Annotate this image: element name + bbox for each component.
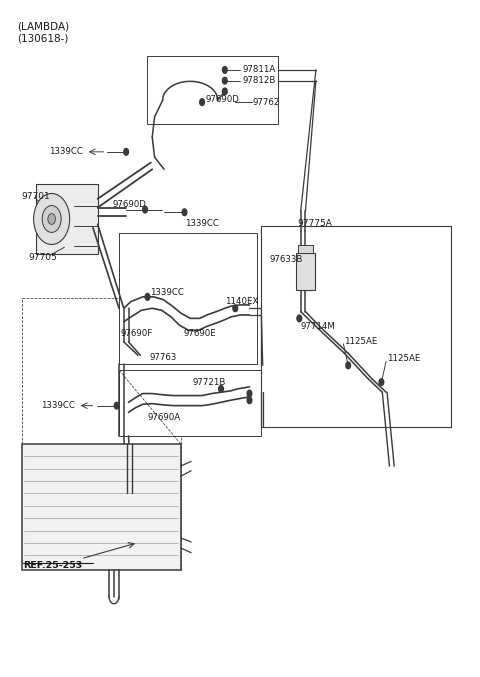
Text: 97811A: 97811A — [242, 66, 276, 74]
Text: (130618-): (130618-) — [17, 34, 68, 43]
Circle shape — [222, 77, 227, 84]
Text: 97721B: 97721B — [192, 378, 226, 387]
Circle shape — [247, 397, 252, 403]
Circle shape — [145, 294, 150, 300]
Text: (LAMBDA): (LAMBDA) — [17, 22, 69, 32]
Text: 97701: 97701 — [22, 192, 50, 200]
Text: 97690E: 97690E — [183, 328, 216, 338]
Circle shape — [42, 206, 61, 232]
Circle shape — [200, 99, 204, 106]
Bar — [296, 253, 315, 290]
Circle shape — [247, 390, 252, 397]
Text: 1339CC: 1339CC — [41, 401, 75, 410]
Bar — [119, 370, 261, 436]
Text: 97690A: 97690A — [147, 412, 180, 422]
Circle shape — [297, 315, 301, 322]
Text: 97690D: 97690D — [113, 200, 147, 209]
Circle shape — [222, 66, 227, 73]
Circle shape — [182, 209, 187, 216]
Circle shape — [222, 88, 227, 95]
Text: 97763: 97763 — [150, 353, 177, 362]
Circle shape — [114, 402, 119, 409]
Text: 1140EX: 1140EX — [225, 297, 258, 306]
Text: 97762: 97762 — [253, 97, 280, 107]
Text: 97705: 97705 — [29, 253, 58, 263]
Text: 97690D: 97690D — [205, 95, 239, 104]
Bar — [36, 184, 97, 254]
Circle shape — [233, 305, 238, 311]
Circle shape — [346, 362, 350, 369]
Text: REF.25-253: REF.25-253 — [23, 561, 82, 571]
Bar — [261, 225, 451, 427]
Bar — [147, 56, 278, 124]
Bar — [119, 233, 257, 364]
Text: 1125AE: 1125AE — [387, 354, 420, 363]
Text: 1125AE: 1125AE — [344, 337, 378, 347]
Circle shape — [48, 214, 56, 224]
Text: 1339CC: 1339CC — [48, 148, 83, 156]
Text: 1339CC: 1339CC — [185, 219, 219, 227]
Text: 97812B: 97812B — [242, 77, 276, 85]
Bar — [299, 245, 312, 253]
Circle shape — [219, 385, 223, 392]
Text: 1339CC: 1339CC — [150, 288, 184, 297]
Text: 97714M: 97714M — [301, 322, 336, 331]
Bar — [22, 444, 180, 570]
Text: 97775A: 97775A — [297, 219, 332, 227]
Circle shape — [143, 206, 147, 213]
Text: 97690F: 97690F — [120, 328, 153, 338]
Circle shape — [124, 148, 129, 155]
Circle shape — [379, 379, 384, 385]
Text: 97633B: 97633B — [269, 255, 303, 264]
Circle shape — [34, 194, 70, 244]
